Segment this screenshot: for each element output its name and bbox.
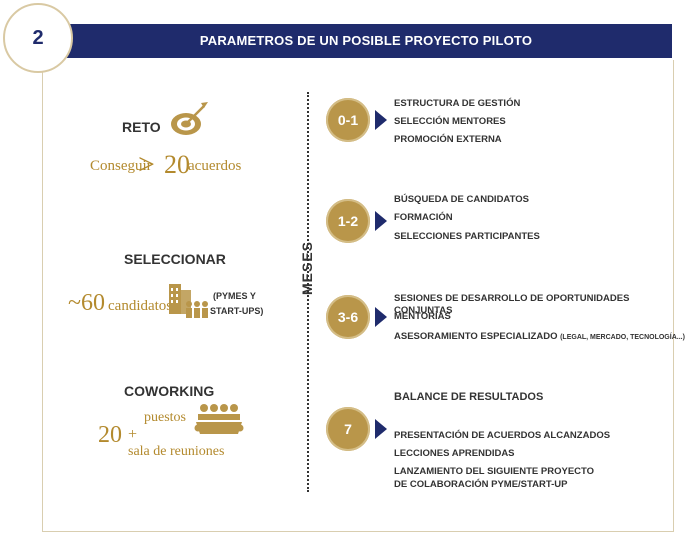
reto-prefix: Conseguir — [90, 158, 152, 174]
list-item: SELECCIÓN MENTORES — [394, 116, 506, 127]
list-item: ESTRUCTURA DE GESTIÓN — [394, 98, 521, 109]
list-item: BÚSQUEDA DE CANDIDATOS — [394, 194, 529, 205]
list-item: ASESORAMIENTO ESPECIALIZADO (LEGAL, MERC… — [394, 331, 685, 344]
target-icon — [171, 102, 208, 135]
step-arrow — [375, 307, 387, 327]
reto-number: 20 — [164, 150, 190, 179]
reto-title: RETO — [122, 119, 161, 135]
seleccionar-note-2: START-UPS) — [210, 306, 264, 316]
list-item: LANZAMIENTO DEL SIGUIENTE PROYECTO — [394, 466, 595, 477]
step-arrow — [375, 211, 387, 231]
section-number-badge — [3, 3, 73, 73]
list-item: PRESENTACIÓN DE ACUERDOS ALCANZADOS — [394, 430, 611, 441]
list-item: MENTORÍAS — [394, 311, 451, 322]
section-number: 2 — [32, 27, 44, 49]
coworking-plus: + — [128, 426, 138, 443]
page-title: PARAMETROS DE UN POSIBLE PROYECTO PILOTO — [199, 33, 533, 48]
step-arrow — [375, 110, 387, 130]
list-item: SESIONES DE DESARROLLO DE OPORTUNIDADES … — [394, 293, 630, 316]
axis-label: MESES — [299, 240, 316, 296]
coworking-line1: puestos — [144, 410, 186, 425]
list-item: PROMOCIÓN EXTERNA — [394, 134, 502, 145]
step-arrow — [375, 419, 387, 439]
list-item-text: ASESORAMIENTO ESPECIALIZADO — [394, 331, 558, 342]
seleccionar-title: SELECCIONAR — [124, 251, 226, 267]
list-item: LECCIONES APRENDIDAS — [394, 448, 515, 459]
content-frame — [42, 60, 674, 532]
list-item: FORMACIÓN — [394, 212, 453, 223]
seleccionar-note-1: (PYMES Y — [213, 291, 256, 301]
coworking-title: COWORKING — [124, 383, 215, 399]
reto-suffix: acuerdos — [188, 158, 242, 174]
timeline-axis — [307, 92, 309, 492]
meeting-table-icon — [194, 404, 244, 434]
list-item: DE COLABORACIÓN PYME/START-UP — [394, 479, 568, 490]
header-banner — [60, 24, 672, 58]
balance-heading: BALANCE DE RESULTADOS — [394, 391, 544, 403]
step-badge-3-6: 3-6 — [326, 295, 370, 339]
buildings-people-icon — [169, 284, 208, 318]
coworking-line3: sala de reuniones — [128, 444, 225, 459]
reto-symbol: > — [138, 148, 155, 181]
seleccionar-word: candidatos — [108, 298, 173, 314]
coworking-number: 20 — [98, 422, 122, 448]
step-badge-0-1: 0-1 — [326, 98, 370, 142]
step-badge-7: 7 — [326, 407, 370, 451]
list-item: SELECCIONES PARTICIPANTES — [394, 231, 540, 242]
list-item-note: (LEGAL, MERCADO, TECNOLOGÍA...) — [560, 334, 685, 341]
step-badge-1-2: 1-2 — [326, 199, 370, 243]
seleccionar-number: ~60 — [68, 290, 105, 316]
